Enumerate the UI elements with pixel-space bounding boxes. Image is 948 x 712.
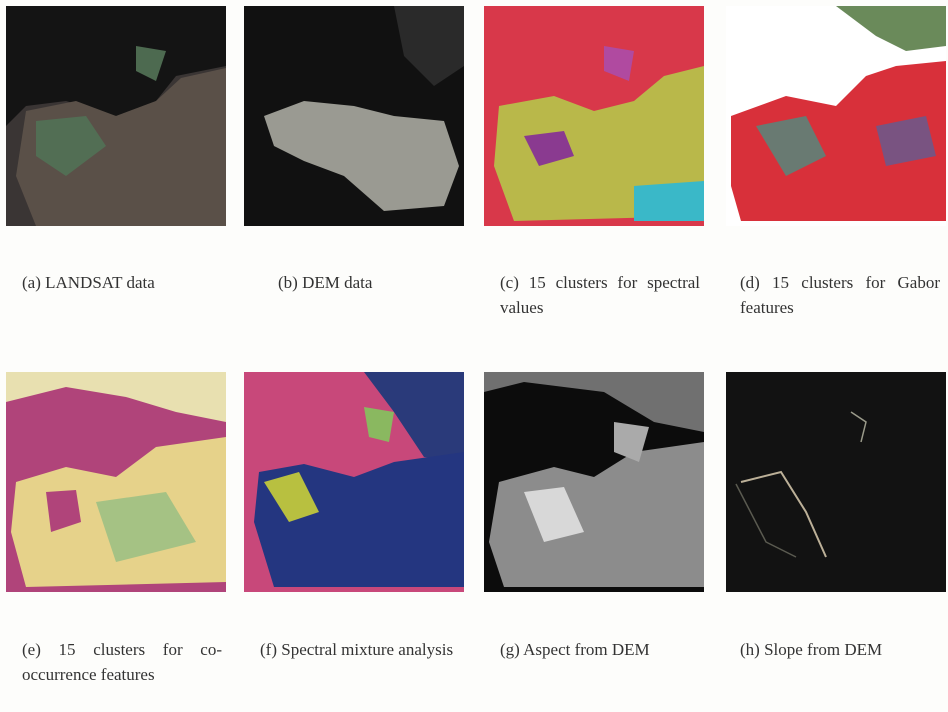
image-panel	[484, 6, 704, 226]
caption: (b) DEM data	[278, 270, 478, 295]
image-panel	[726, 372, 946, 592]
figure: (a) LANDSAT data (b) DEM data (c) 15 clu…	[0, 0, 948, 712]
caption: (g) Aspect from DEM	[500, 637, 700, 662]
image-panel	[6, 372, 226, 592]
image-panel	[6, 6, 226, 226]
image-panel	[484, 372, 704, 592]
caption: (e) 15 clusters for co-occurrence featur…	[22, 637, 222, 687]
image-panel	[244, 6, 464, 226]
caption: (d) 15 clusters for Gabor features	[740, 270, 940, 320]
image-panel	[726, 6, 946, 226]
caption: (h) Slope from DEM	[740, 637, 940, 662]
caption: (f) Spectral mixture analysis	[260, 637, 460, 662]
image-panel	[244, 372, 464, 592]
caption: (a) LANDSAT data	[22, 270, 222, 295]
caption: (c) 15 clusters for spectral values	[500, 270, 700, 320]
